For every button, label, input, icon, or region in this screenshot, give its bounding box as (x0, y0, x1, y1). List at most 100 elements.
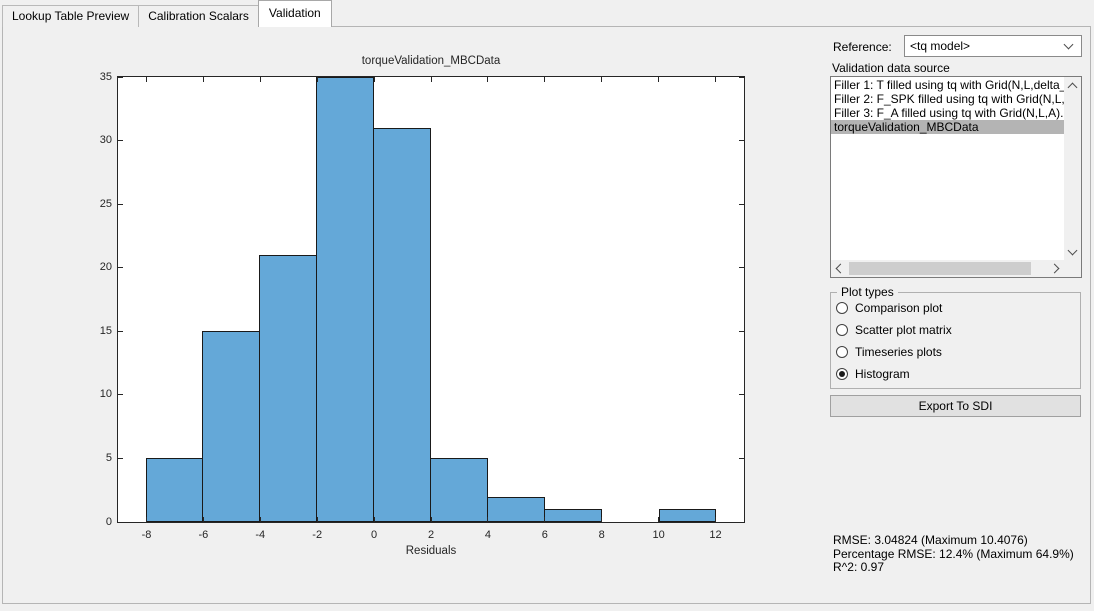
x-tick-label: 8 (598, 529, 605, 541)
scrollbar-thumb[interactable] (849, 262, 1031, 275)
radio-scatter-plot-matrix[interactable]: Scatter plot matrix (836, 319, 952, 341)
y-axis-tick (739, 140, 744, 142)
validation-source-label: Validation data source (832, 61, 950, 75)
y-axis-tick (739, 457, 744, 459)
y-tick-label: 10 (99, 388, 112, 401)
x-tick-label: -6 (198, 529, 209, 541)
x-tick-label: 0 (371, 529, 378, 541)
x-tick-label: -4 (255, 529, 266, 541)
y-axis-tick (118, 521, 123, 523)
y-axis-tick (118, 394, 123, 396)
y-tick-label: 35 (99, 70, 112, 83)
histogram-bar (486, 496, 545, 522)
x-axis-tick (658, 77, 660, 82)
scrollbar-corner (1064, 260, 1081, 277)
x-axis-tick (316, 77, 318, 82)
x-axis-tick (601, 517, 603, 522)
plot-types-legend: Plot types (837, 285, 898, 299)
plot-types-groupbox: Plot types Comparison plot Scatter plot m… (830, 285, 1081, 389)
y-tick-label: 30 (99, 134, 112, 147)
scroll-right-button[interactable] (1047, 260, 1064, 277)
scroll-up-button[interactable] (1064, 77, 1081, 94)
y-tick-label: 25 (99, 197, 112, 210)
y-axis-tick (118, 140, 123, 142)
y-axis-tick (118, 457, 123, 459)
chart-title: torqueValidation_MBCData (361, 55, 501, 67)
histogram-bar (259, 255, 318, 522)
radio-label: Comparison plot (855, 301, 943, 315)
chevron-down-icon (1067, 245, 1078, 255)
y-tick-label: 15 (99, 324, 112, 337)
radio-timeseries-plots[interactable]: Timeseries plots (836, 341, 942, 363)
x-axis-tick (373, 77, 375, 82)
radio-label: Scatter plot matrix (855, 323, 952, 337)
x-axis-tick (202, 517, 204, 522)
y-tick-label: 20 (99, 261, 112, 274)
vertical-scrollbar[interactable] (1064, 77, 1081, 260)
list-item[interactable]: Filler 1: T filled using tq with Grid(N,… (834, 78, 1064, 92)
scroll-left-button[interactable] (831, 260, 848, 277)
reference-value: <tq model> (910, 39, 971, 53)
x-axis-tick (601, 77, 603, 82)
scroll-down-button[interactable] (1064, 243, 1081, 260)
x-axis-tick (715, 77, 717, 82)
rmse-text: RMSE: 3.04824 (Maximum 10.4076) (833, 533, 1028, 547)
x-axis-tick (202, 77, 204, 82)
reference-dropdown[interactable]: <tq model> (904, 35, 1082, 57)
reference-label: Reference: (833, 40, 892, 54)
radio-button-icon[interactable] (836, 346, 848, 358)
tab-bar: Lookup Table Preview Calibration Scalars V… (2, 0, 332, 27)
y-axis-tick (118, 203, 123, 205)
x-axis-tick (259, 77, 261, 82)
y-axis-tick (739, 267, 744, 269)
chevron-right-icon (1049, 263, 1060, 274)
x-axis-tick (145, 77, 147, 82)
x-tick-label: -8 (141, 529, 152, 541)
x-tick-label: 6 (541, 529, 548, 541)
histogram-bar (373, 127, 431, 522)
y-tick-label: 0 (105, 515, 112, 528)
histogram-bar (316, 77, 375, 522)
tab-lookup-table-preview[interactable]: Lookup Table Preview (2, 5, 140, 27)
y-axis-tick (118, 267, 123, 269)
y-axis-tick (118, 330, 123, 332)
x-tick-label: 2 (427, 529, 435, 541)
x-tick-label: 12 (709, 529, 722, 541)
radio-label: Histogram (855, 367, 910, 381)
chart-area: torqueValidation_MBCData Residuals -8 -6 -… (100, 55, 745, 557)
x-axis-tick (316, 517, 318, 522)
radio-comparison-plot[interactable]: Comparison plot (836, 297, 942, 319)
list-item[interactable]: Filler 2: F_SPK filled using tq with Gri… (834, 92, 1064, 106)
radio-histogram[interactable]: Histogram (836, 363, 910, 385)
radio-button-icon[interactable] (836, 324, 848, 336)
export-to-sdi-button[interactable]: Export To SDI (830, 395, 1081, 417)
x-axis-tick (430, 517, 432, 522)
validation-source-listbox[interactable]: Filler 1: T filled using tq with Grid(N,… (830, 76, 1082, 278)
y-axis-tick (739, 330, 744, 332)
horizontal-scrollbar[interactable] (831, 260, 1064, 277)
tab-validation[interactable]: Validation (257, 0, 332, 27)
y-axis-tick (739, 203, 744, 205)
list-item[interactable]: Filler 3: F_A filled using tq with Grid(… (834, 106, 1064, 120)
chevron-down-icon[interactable] (1063, 39, 1074, 50)
x-axis-tick (145, 517, 147, 522)
x-axis-tick (715, 517, 717, 522)
x-axis-tick (259, 517, 261, 522)
tab-calibration-scalars[interactable]: Calibration Scalars (138, 5, 259, 27)
list-item[interactable]: torqueValidation_MBCData (831, 120, 1064, 134)
x-axis-tick (373, 517, 375, 522)
x-axis-tick (487, 517, 489, 522)
x-axis-tick (658, 517, 660, 522)
x-axis-label: Residuals (405, 545, 457, 557)
histogram-bar (658, 509, 716, 522)
percentage-rmse-text: Percentage RMSE: 12.4% (Maximum 64.9%) (833, 546, 1074, 561)
radio-button-icon[interactable] (836, 368, 848, 380)
x-axis-tick (487, 77, 489, 82)
stats-block: RMSE: 3.04824 (Maximum 10.4076) Percenta… (833, 533, 1074, 575)
y-axis-tick (739, 76, 744, 78)
histogram-bar (430, 458, 488, 522)
x-tick-label: 4 (484, 529, 491, 541)
y-tick-label: 5 (105, 451, 112, 464)
histogram-bar (543, 509, 602, 522)
radio-button-icon[interactable] (836, 302, 848, 314)
